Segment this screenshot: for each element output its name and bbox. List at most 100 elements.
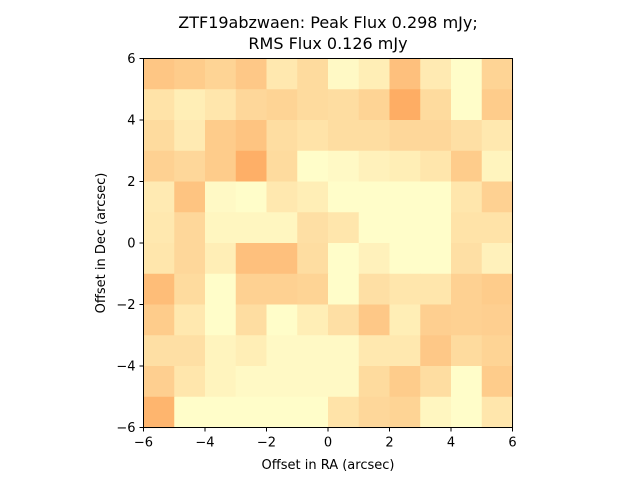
heatmap-cell bbox=[358, 89, 391, 121]
heatmap-cell bbox=[297, 335, 329, 367]
heatmap-cell bbox=[235, 58, 268, 90]
y-tick-label: 2 bbox=[127, 175, 135, 190]
heatmap-cell bbox=[481, 212, 514, 244]
heatmap-cell bbox=[328, 58, 360, 90]
heatmap-cell bbox=[451, 273, 483, 306]
heatmap-cell bbox=[481, 120, 514, 152]
heatmap-cell bbox=[266, 181, 298, 213]
heatmap-cell bbox=[389, 120, 421, 152]
heatmap-cell bbox=[451, 335, 483, 367]
heatmap-cell bbox=[205, 212, 237, 244]
heatmap-cell bbox=[235, 120, 268, 152]
heatmap-cell bbox=[143, 150, 175, 183]
heatmap-cell bbox=[143, 366, 175, 398]
heatmap-cell bbox=[451, 304, 483, 336]
heatmap-cell bbox=[451, 396, 483, 429]
heatmap-cell bbox=[235, 273, 268, 306]
heatmap-cell bbox=[174, 58, 206, 90]
heatmap-cell bbox=[143, 120, 175, 152]
heatmap-cell bbox=[235, 335, 268, 367]
y-tick-label: 6 bbox=[127, 52, 135, 67]
heatmap-cell bbox=[266, 58, 298, 90]
heatmap-cell bbox=[266, 212, 298, 244]
heatmap-cell bbox=[420, 273, 452, 306]
heatmap-cell bbox=[266, 243, 298, 275]
heatmap-cell bbox=[481, 150, 514, 183]
heatmap-cell bbox=[235, 304, 268, 336]
heatmap-cell bbox=[389, 304, 421, 336]
heatmap-cell bbox=[297, 273, 329, 306]
heatmap-cell bbox=[297, 58, 329, 90]
heatmap-cell bbox=[481, 58, 514, 90]
heatmap-cell bbox=[389, 58, 421, 90]
heatmap-cell bbox=[358, 273, 391, 306]
heatmap-cell bbox=[481, 273, 514, 306]
heatmap-cell bbox=[420, 366, 452, 398]
heatmap-cell bbox=[297, 366, 329, 398]
heatmap-cell bbox=[389, 181, 421, 213]
heatmap-cell bbox=[328, 212, 360, 244]
heatmap-cell bbox=[143, 212, 175, 244]
heatmap-cell bbox=[420, 150, 452, 183]
heatmap-cell bbox=[420, 58, 452, 90]
heatmap-cell bbox=[235, 243, 268, 275]
heatmap-cell bbox=[235, 150, 268, 183]
heatmap-cell bbox=[358, 335, 391, 367]
heatmap-cell bbox=[420, 396, 452, 429]
heatmap-cell bbox=[205, 243, 237, 275]
heatmap-cell bbox=[451, 58, 483, 90]
x-tick-label: 2 bbox=[385, 436, 393, 451]
x-axis-label: Offset in RA (arcsec) bbox=[262, 458, 395, 473]
heatmap-cell bbox=[205, 366, 237, 398]
heatmap-cell bbox=[328, 89, 360, 121]
heatmap-cell bbox=[266, 396, 298, 429]
heatmap-cell bbox=[143, 58, 175, 90]
y-axis-ticks: −6 −4 −2 0 2 4 6 bbox=[116, 52, 144, 436]
heatmap-cell bbox=[174, 150, 206, 183]
heatmap-cell bbox=[174, 181, 206, 213]
heatmap-cell bbox=[174, 212, 206, 244]
heatmap-cell bbox=[389, 273, 421, 306]
heatmap-cell bbox=[143, 335, 175, 367]
heatmap-cell bbox=[297, 120, 329, 152]
heatmap-cell bbox=[174, 396, 206, 429]
heatmap-cell bbox=[358, 181, 391, 213]
heatmap-cell bbox=[328, 366, 360, 398]
heatmap-cell bbox=[297, 243, 329, 275]
heatmap-cell bbox=[451, 120, 483, 152]
heatmap-cell bbox=[174, 335, 206, 367]
heatmap-cell bbox=[174, 304, 206, 336]
y-axis-label: Offset in Dec (arcsec) bbox=[94, 173, 109, 314]
x-tick-label: 4 bbox=[447, 436, 455, 451]
chart-title-line-2: RMS Flux 0.126 mJy bbox=[248, 34, 407, 53]
heatmap-cell bbox=[481, 89, 514, 121]
heatmap-cell bbox=[420, 304, 452, 336]
heatmap-cell bbox=[297, 89, 329, 121]
heatmap-cell bbox=[235, 396, 268, 429]
heatmap-cell bbox=[266, 366, 298, 398]
heatmap-cell bbox=[266, 89, 298, 121]
heatmap-cell bbox=[328, 181, 360, 213]
heatmap-cell bbox=[420, 243, 452, 275]
heatmap-cell bbox=[143, 273, 175, 306]
x-tick-label: −4 bbox=[195, 436, 214, 451]
heatmap-cell bbox=[143, 304, 175, 336]
heatmap-cell bbox=[297, 181, 329, 213]
heatmap-cell bbox=[266, 150, 298, 183]
heatmap-cell bbox=[420, 181, 452, 213]
heatmap-cell bbox=[297, 304, 329, 336]
heatmap-cell bbox=[205, 181, 237, 213]
heatmap-cell bbox=[358, 396, 391, 429]
heatmap-cell bbox=[235, 366, 268, 398]
heatmap-cell bbox=[143, 181, 175, 213]
heatmap-cell bbox=[205, 120, 237, 152]
heatmap-cell bbox=[205, 304, 237, 336]
heatmap-cell bbox=[143, 243, 175, 275]
heatmap-cell bbox=[328, 335, 360, 367]
x-tick-label: −2 bbox=[257, 436, 276, 451]
heatmap-cell bbox=[143, 396, 175, 429]
heatmap-cell bbox=[266, 273, 298, 306]
heatmap-cell bbox=[481, 304, 514, 336]
heatmap-cell bbox=[358, 120, 391, 152]
heatmap-cell bbox=[389, 212, 421, 244]
